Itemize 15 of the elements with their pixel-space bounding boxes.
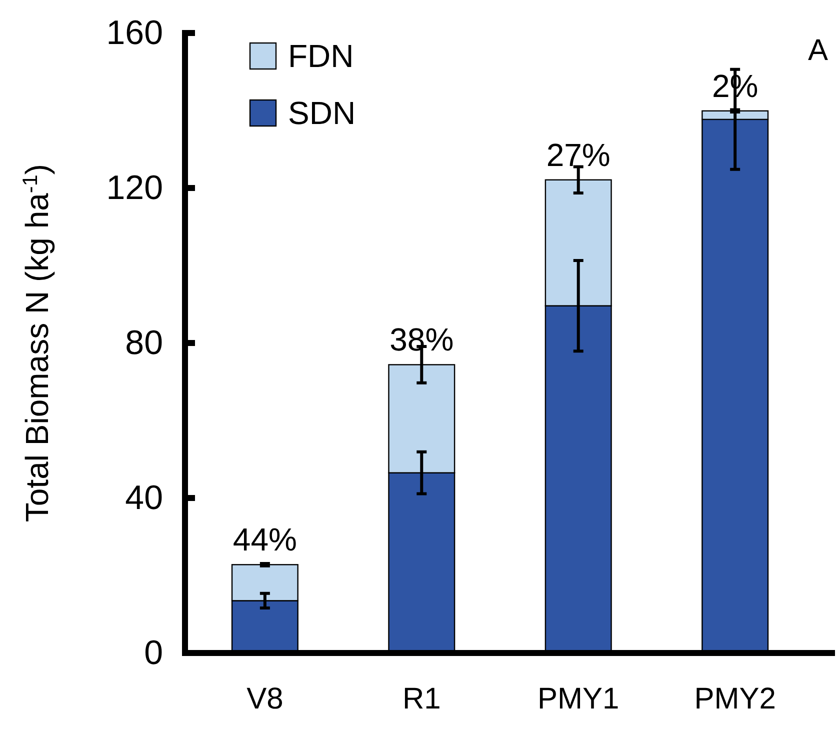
annotation: A [808, 34, 828, 67]
x-tick-label: PMY1 [538, 682, 620, 716]
y-tick-label: 120 [106, 168, 163, 207]
annotation: 44% [232, 522, 297, 558]
x-tick-label: PMY2 [694, 682, 776, 716]
y-tick-label: 40 [125, 478, 163, 517]
legend-label: FDN [288, 38, 354, 74]
y-tick-label: 0 [144, 634, 163, 672]
x-tick-label: R1 [402, 682, 441, 716]
y-tick-label: 160 [106, 14, 163, 52]
x-tick-label: V8 [246, 682, 284, 716]
annotation: 38% [390, 322, 454, 358]
annotation: 27% [546, 136, 610, 173]
y-tick-label: 80 [125, 324, 163, 362]
legend-label: SDN [288, 95, 356, 131]
